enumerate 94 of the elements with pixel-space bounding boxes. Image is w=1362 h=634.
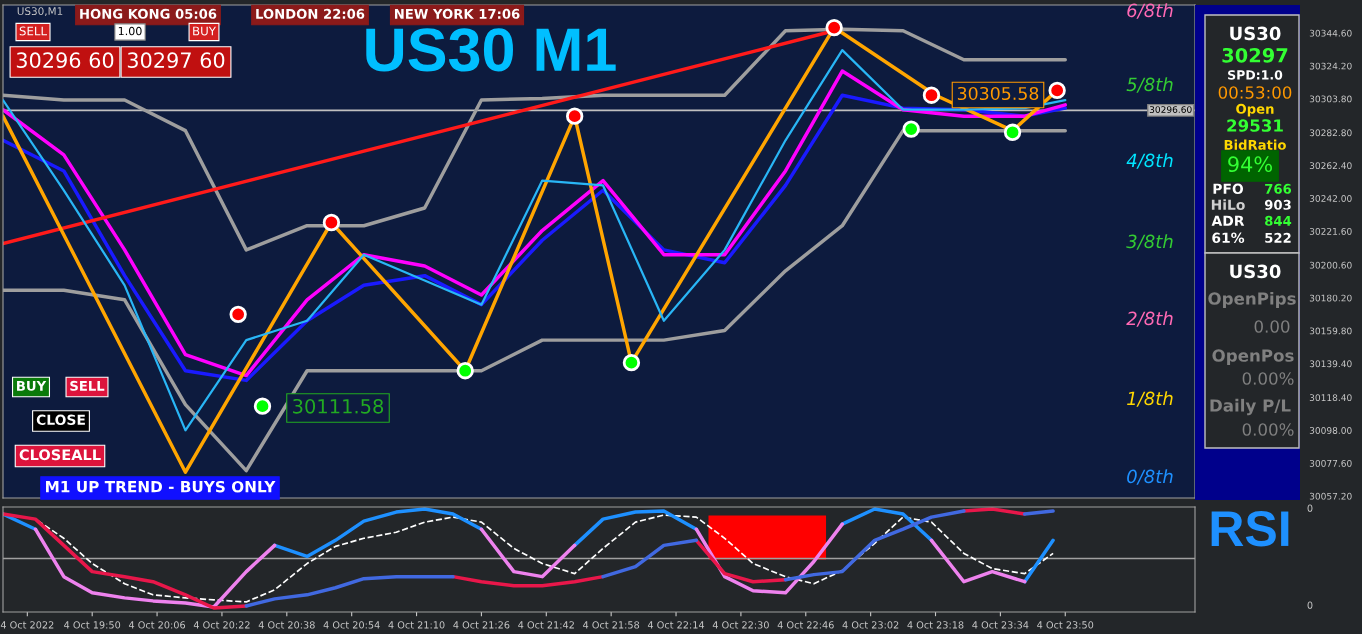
text: OpenPips <box>1208 291 1296 309</box>
annotation: BUY <box>193 26 216 36</box>
text: Daily P/L <box>1210 398 1291 416</box>
text: 0 <box>1307 504 1313 512</box>
x-tick-label: 4 Oct 22:30 <box>712 621 769 629</box>
x-tick-label: 4 Oct 21:42 <box>518 621 574 629</box>
point <box>902 120 920 138</box>
text: US30 <box>1230 264 1281 279</box>
x-tick-label: 4 Oct 19:50 <box>64 621 121 629</box>
y-tick-label: 30139.40 <box>1309 360 1352 368</box>
text: 29531 <box>1227 119 1283 132</box>
text: Open <box>1236 103 1274 117</box>
text: 0.00 <box>1254 320 1290 333</box>
annotation: 3/8th <box>1126 234 1173 250</box>
x-tick-label: 4 Oct 20:38 <box>258 621 315 629</box>
annotation: 1/8th <box>1127 391 1173 407</box>
x-tick-label: 4 Oct 22:46 <box>777 621 834 629</box>
point <box>825 18 843 37</box>
text: 903 <box>1264 199 1291 210</box>
text: BidRatio <box>1224 139 1286 150</box>
annotation: US30,M1 <box>17 7 63 17</box>
annotation: 30305.58 <box>957 86 1039 101</box>
text: US30 <box>1230 26 1281 41</box>
text: HiLo <box>1211 199 1245 211</box>
y-tick-label: 30118.40 <box>1309 394 1352 402</box>
y-tick-label: 30324.20 <box>1309 62 1352 70</box>
x-tick-label: 4 Oct 20:22 <box>193 621 250 629</box>
text: 0.00% <box>1242 423 1294 436</box>
x-tick-label: 4 Oct 23:18 <box>907 621 964 629</box>
text: 00:53:00 <box>1218 86 1292 99</box>
y-tick-label: 30077.60 <box>1309 459 1352 467</box>
x-tick-label: 4 Oct 21:10 <box>388 621 445 629</box>
annotation: M1 UP TREND - BUYS ONLY <box>46 480 276 493</box>
y-tick-label: 30159.80 <box>1309 327 1352 335</box>
y-tick-label: 30098.00 <box>1309 427 1352 434</box>
annotation: BUY <box>17 381 47 391</box>
chart-title: US30 M1 <box>366 28 616 72</box>
annotation: 30111.58 <box>293 398 384 414</box>
point <box>1003 123 1022 141</box>
text: SPD:1.0 <box>1228 70 1283 80</box>
x-tick-label: 4 Oct 20:54 <box>323 621 380 629</box>
y-tick-label: 30057.20 <box>1309 492 1352 500</box>
annotation: CLOSE <box>36 414 85 426</box>
x-tick-label: 4 Oct 23:50 <box>1037 621 1094 629</box>
y-tick-label: 30303.80 <box>1309 95 1352 103</box>
text: 522 <box>1265 232 1291 243</box>
annotation: CLOSEALL <box>19 449 101 461</box>
ref-line-label: 30296.60 <box>1149 106 1192 113</box>
point <box>922 86 941 104</box>
annotation: 5/8th <box>1126 77 1173 93</box>
y-tick-label: 30221.60 <box>1309 227 1352 235</box>
point <box>622 353 641 372</box>
y-tick-label: 30344.60 <box>1309 29 1352 37</box>
point <box>229 305 247 324</box>
x-tick-label: 4 Oct 2022 <box>0 621 54 629</box>
point <box>1048 81 1066 100</box>
point <box>253 397 272 415</box>
x-tick-label: 4 Oct 22:14 <box>647 621 705 629</box>
x-tick-label: 4 Oct 23:34 <box>972 621 1029 629</box>
y-tick-label: 30180.20 <box>1309 294 1352 302</box>
annotation: LONDON 22:06 <box>256 8 365 19</box>
y-tick-label: 30242.00 <box>1309 195 1352 202</box>
y-tick-label: 30200.60 <box>1309 261 1352 269</box>
chart-title: RSI <box>1211 511 1289 547</box>
y-tick-label: 30282.80 <box>1309 129 1352 137</box>
annotation: 2/8th <box>1126 311 1173 327</box>
point <box>456 362 474 380</box>
annotation: NEW YORK 17:06 <box>394 8 520 19</box>
annotation: 6/8th <box>1127 3 1173 19</box>
annotation: SELL <box>19 26 47 36</box>
text: 0 <box>1307 601 1313 609</box>
annotation: 30296 60 <box>16 52 114 69</box>
annotation: 1.00 <box>118 26 142 36</box>
text: 61% <box>1212 232 1245 244</box>
x-tick-label: 4 Oct 21:58 <box>583 621 640 629</box>
text: 30297 <box>1222 47 1288 63</box>
text: OpenPos <box>1212 349 1294 366</box>
y-tick-label: 30262.40 <box>1309 162 1352 170</box>
point <box>322 213 341 232</box>
annotation: 4/8th <box>1126 153 1173 169</box>
text: 766 <box>1265 183 1292 194</box>
text: 0.00% <box>1242 372 1294 385</box>
text: PFO <box>1213 183 1244 195</box>
text: ADR <box>1211 215 1245 226</box>
text: 94% <box>1228 156 1272 173</box>
annotation: 0/8th <box>1127 469 1173 485</box>
annotation: SELL <box>70 380 105 391</box>
x-tick-label: 4 Oct 21:26 <box>453 621 510 629</box>
x-tick-label: 4 Oct 23:02 <box>842 621 899 629</box>
text: 844 <box>1265 215 1292 226</box>
x-tick-label: 4 Oct 20:06 <box>128 621 186 629</box>
annotation: HONG KONG 05:06 <box>80 8 217 19</box>
annotation: 30297 60 <box>127 52 225 69</box>
point <box>566 107 584 125</box>
